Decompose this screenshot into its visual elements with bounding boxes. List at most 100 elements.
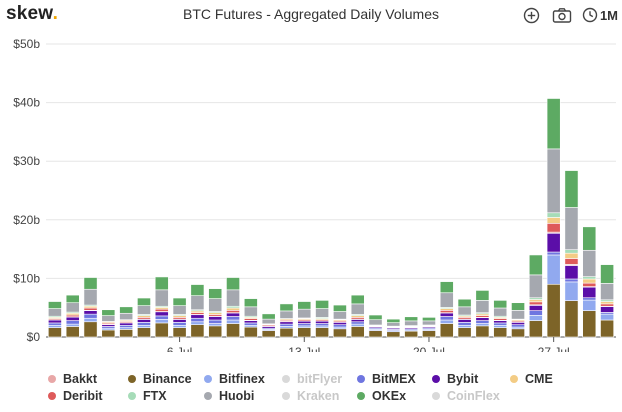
- bar-segment-bitmex: [333, 324, 347, 328]
- bar-segment-deribit: [600, 303, 614, 307]
- bar-segment-okex: [350, 294, 365, 305]
- y-tick-label: $20b: [13, 213, 40, 227]
- legend-label: OKEx: [372, 389, 407, 403]
- bar-segment-huobi: [582, 249, 597, 277]
- bar-segment-okex: [65, 294, 80, 304]
- bar-segment-deribit: [528, 301, 543, 306]
- camera-icon[interactable]: [552, 7, 572, 24]
- bar-segment-bitmex: [279, 323, 294, 327]
- bar-segment-bybit: [190, 314, 205, 319]
- bar-segment-bitmex: [48, 322, 62, 326]
- legend-item-binance[interactable]: Binance: [128, 372, 192, 386]
- legend-label: Binance: [143, 372, 192, 386]
- bar-segment-okex: [243, 298, 258, 308]
- legend-label: CoinFlex: [447, 389, 500, 403]
- legend-item-bitfinex[interactable]: Bitfinex: [204, 372, 265, 386]
- legend-swatch: [357, 375, 365, 383]
- bar-segment-bitfinex: [546, 254, 561, 285]
- legend-item-huobi[interactable]: Huobi: [204, 389, 254, 403]
- legend-item-bitmex[interactable]: BitMEX: [357, 372, 416, 386]
- legend-item-bitflyer[interactable]: bitFlyer: [282, 372, 342, 386]
- bar-segment-huobi: [83, 288, 98, 306]
- bar-segment-binance: [582, 310, 597, 338]
- legend-item-bybit[interactable]: Bybit: [432, 372, 478, 386]
- bar-segment-bitfinex: [475, 323, 490, 327]
- bar-segment-bybit: [528, 305, 543, 311]
- bar-segment-okex: [279, 303, 294, 312]
- bar-segment-okex: [208, 288, 223, 299]
- bar-segment-okex: [600, 264, 614, 284]
- bar-segment-okex: [528, 254, 543, 276]
- bar-segment-huobi: [600, 283, 614, 301]
- legend-label: Bybit: [447, 372, 479, 386]
- bar-segment-binance: [315, 327, 329, 338]
- bar-segment-bybit: [582, 286, 597, 299]
- bar-segment-deribit: [546, 223, 561, 233]
- bar-segment-huobi: [101, 315, 116, 322]
- bar-segment-bitfinex: [190, 321, 205, 325]
- chart-toolbar: 1M: [515, 5, 618, 25]
- volume-chart: $0 $10b $20b $30b $40b $50b 6 Jul 13 Jul 20 Jul 2…: [13, 37, 616, 352]
- bar-segment-okex: [564, 170, 579, 208]
- bar-segment-ftx: [564, 249, 579, 254]
- bar-segment-bitfinex: [154, 319, 169, 324]
- bar-segment-cme: [582, 278, 597, 284]
- legend-item-okex[interactable]: OKEx: [357, 389, 406, 403]
- bar-segment-bybit: [119, 322, 134, 326]
- bar-segment-okex: [119, 306, 134, 314]
- clock-icon: [582, 7, 598, 23]
- bar-segment-bitmex: [172, 322, 187, 326]
- legend-item-bakkt[interactable]: Bakkt: [48, 372, 97, 386]
- bar-segment-bitmex: [350, 321, 365, 325]
- bar-segment-bybit: [600, 306, 614, 313]
- bar-segment-bybit: [493, 320, 508, 324]
- bar-segment-bitfinex: [528, 315, 543, 321]
- bar-segment-bitfinex: [350, 323, 365, 327]
- bar-segment-binance: [475, 325, 490, 338]
- bar-segment-binance: [350, 326, 365, 338]
- bar-segment-huobi: [368, 319, 383, 326]
- x-tick-label: 13 Jul: [288, 345, 320, 352]
- bar-segment-cme: [546, 217, 561, 224]
- bar-segment-bybit: [546, 232, 561, 253]
- bar-segment-okex: [475, 290, 490, 301]
- bar-segment-huobi: [511, 310, 525, 320]
- bar-segment-bitmex: [511, 324, 525, 328]
- bar-segment-binance: [279, 327, 294, 338]
- legend-swatch: [204, 375, 212, 383]
- x-tick-label: 20 Jul: [413, 345, 445, 352]
- bar-segment-okex: [315, 300, 329, 309]
- legend-item-coinflex[interactable]: CoinFlex: [432, 389, 500, 403]
- legend-swatch: [48, 392, 56, 400]
- bar-segment-bitmex: [243, 322, 258, 326]
- bar-segment-bitmex: [493, 322, 508, 326]
- legend-item-kraken[interactable]: Kraken: [282, 389, 339, 403]
- bar-segment-okex: [101, 309, 116, 316]
- legend-swatch: [510, 375, 518, 383]
- bar-segment-bitfinex: [208, 323, 223, 327]
- bar-segment-bitmex: [226, 316, 240, 321]
- bar-segment-bybit: [297, 320, 312, 324]
- bar-segment-okex: [190, 284, 205, 296]
- legend-swatch: [48, 375, 56, 383]
- legend-item-deribit[interactable]: Deribit: [48, 389, 103, 403]
- bar-segment-deribit: [582, 282, 597, 287]
- legend-item-ftx[interactable]: FTX: [128, 389, 167, 403]
- bar-segment-bitmex: [119, 324, 134, 328]
- bar-segment-bybit: [350, 319, 365, 323]
- legend-item-cme[interactable]: CME: [510, 372, 553, 386]
- bar-segment-bitmex: [475, 320, 490, 324]
- bar-segment-bitfinex: [172, 324, 187, 328]
- legend-swatch: [128, 392, 136, 400]
- bar-segment-okex: [368, 314, 383, 321]
- chart-title: BTC Futures - Aggregated Daily Volumes: [182, 6, 439, 22]
- bar-segment-binance: [261, 330, 276, 338]
- plus-circle-icon[interactable]: [523, 7, 540, 24]
- legend-swatch: [204, 392, 212, 400]
- bar-segment-huobi: [564, 207, 579, 250]
- range-selector[interactable]: 1M: [582, 7, 618, 23]
- bar-segment-cme: [564, 252, 579, 259]
- bar-segment-okex: [457, 298, 472, 308]
- bar-segment-okex: [386, 318, 401, 323]
- legend-label: FTX: [143, 389, 167, 403]
